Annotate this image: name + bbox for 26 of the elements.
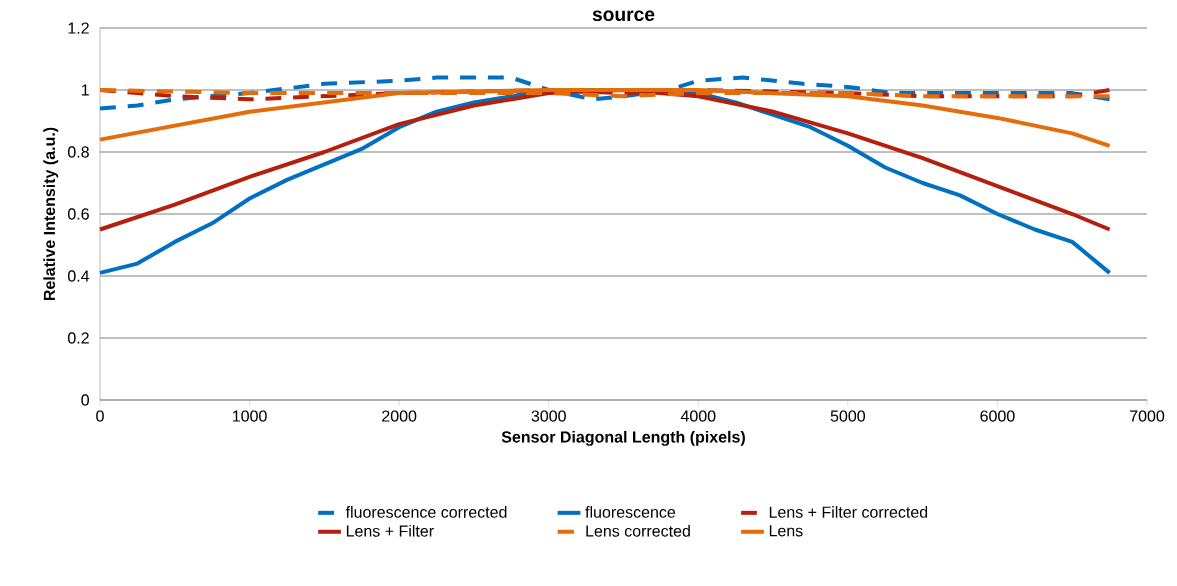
x-tick-label: 0 — [96, 410, 104, 422]
y-tick-label: 0.4 — [67, 270, 90, 282]
y-tick-label: 0.6 — [67, 208, 89, 220]
legend-label: Lens + Filter corrected — [769, 506, 928, 518]
y-tick-label: 1 — [81, 84, 89, 96]
x-tick-label: 7000 — [1130, 410, 1165, 422]
y-tick-label: 0.8 — [67, 146, 89, 158]
line-series — [98, 75, 1112, 111]
chart-title: source — [592, 10, 655, 22]
x-tick-label: 5000 — [830, 410, 866, 422]
x-tick-label: 3000 — [531, 410, 566, 422]
line-series — [98, 88, 1112, 148]
x-tick-label: 1000 — [232, 410, 267, 422]
legend-label: fluorescence — [585, 506, 676, 518]
legend-label: Lens + Filter — [346, 524, 434, 537]
legend-label: Lens — [769, 525, 803, 537]
x-axis-title: Sensor Diagonal Length (pixels) — [501, 430, 745, 446]
x-tick-label: 6000 — [980, 410, 1015, 422]
y-tick-label: 1.2 — [68, 22, 89, 34]
y-tick-label: 0.2 — [67, 332, 89, 344]
legend-label: Lens corrected — [586, 524, 690, 537]
y-axis-title: Relative Intensity (a.u.) — [43, 127, 59, 301]
x-tick-label: 2000 — [382, 410, 417, 422]
legend-label: fluorescence corrected — [345, 506, 507, 518]
x-tick-label: 4000 — [680, 410, 716, 422]
y-tick-label: 0 — [81, 394, 89, 406]
